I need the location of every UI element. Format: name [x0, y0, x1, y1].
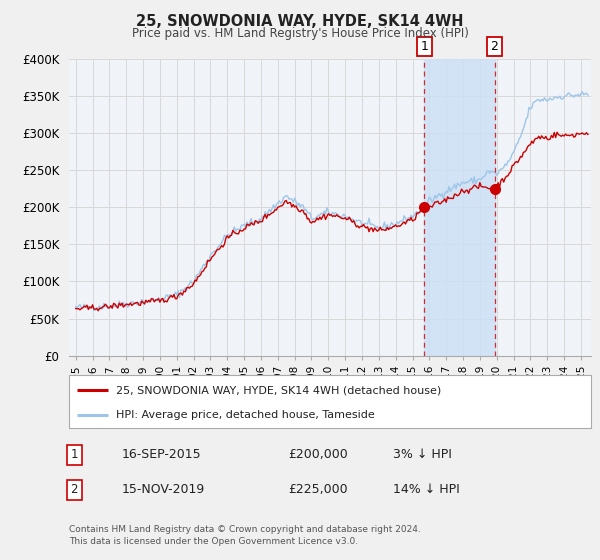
Text: 2: 2 — [70, 483, 78, 496]
Text: £200,000: £200,000 — [288, 448, 348, 461]
Text: 15-NOV-2019: 15-NOV-2019 — [121, 483, 205, 496]
Text: £225,000: £225,000 — [288, 483, 348, 496]
Text: 3% ↓ HPI: 3% ↓ HPI — [392, 448, 452, 461]
Text: Contains HM Land Registry data © Crown copyright and database right 2024.
This d: Contains HM Land Registry data © Crown c… — [69, 525, 421, 546]
Text: 16-SEP-2015: 16-SEP-2015 — [121, 448, 201, 461]
Text: 1: 1 — [70, 448, 78, 461]
FancyBboxPatch shape — [69, 375, 591, 428]
Text: HPI: Average price, detached house, Tameside: HPI: Average price, detached house, Tame… — [116, 410, 375, 420]
Text: 2: 2 — [491, 40, 499, 53]
Text: 14% ↓ HPI: 14% ↓ HPI — [392, 483, 460, 496]
Text: 1: 1 — [421, 40, 428, 53]
Text: Price paid vs. HM Land Registry's House Price Index (HPI): Price paid vs. HM Land Registry's House … — [131, 27, 469, 40]
Text: 25, SNOWDONIA WAY, HYDE, SK14 4WH: 25, SNOWDONIA WAY, HYDE, SK14 4WH — [136, 14, 464, 29]
Text: 25, SNOWDONIA WAY, HYDE, SK14 4WH (detached house): 25, SNOWDONIA WAY, HYDE, SK14 4WH (detac… — [116, 385, 441, 395]
Bar — [424, 59, 494, 356]
